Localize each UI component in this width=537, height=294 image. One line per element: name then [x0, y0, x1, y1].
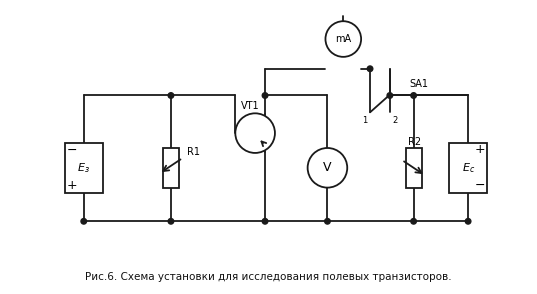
Bar — [405, 148, 422, 188]
Text: 1: 1 — [362, 116, 368, 125]
Circle shape — [325, 218, 330, 224]
Circle shape — [325, 21, 361, 57]
Text: V: V — [323, 161, 332, 174]
Text: $E_c$: $E_c$ — [461, 161, 475, 175]
Text: +: + — [475, 143, 485, 156]
Circle shape — [235, 113, 275, 153]
Circle shape — [411, 93, 416, 98]
Text: mA: mA — [335, 34, 351, 44]
Circle shape — [168, 218, 173, 224]
Text: SA1: SA1 — [410, 78, 429, 88]
Text: 2: 2 — [392, 116, 397, 125]
Bar — [163, 148, 179, 188]
Text: Рис.6. Схема установки для исследования полевых транзисторов.: Рис.6. Схема установки для исследования … — [85, 272, 451, 282]
Bar — [449, 143, 487, 193]
Circle shape — [411, 218, 416, 224]
Text: VT1: VT1 — [241, 101, 259, 111]
Circle shape — [262, 218, 268, 224]
Circle shape — [387, 93, 393, 98]
Circle shape — [81, 218, 86, 224]
Text: R1: R1 — [187, 147, 200, 157]
Text: R2: R2 — [408, 137, 421, 147]
Bar — [65, 143, 103, 193]
Circle shape — [168, 93, 173, 98]
Circle shape — [262, 93, 268, 98]
Text: $E_з$: $E_з$ — [77, 161, 90, 175]
Circle shape — [308, 148, 347, 188]
Circle shape — [466, 218, 471, 224]
Text: −: − — [67, 143, 77, 156]
Circle shape — [367, 66, 373, 71]
Text: −: − — [475, 179, 485, 192]
Text: +: + — [67, 179, 77, 192]
